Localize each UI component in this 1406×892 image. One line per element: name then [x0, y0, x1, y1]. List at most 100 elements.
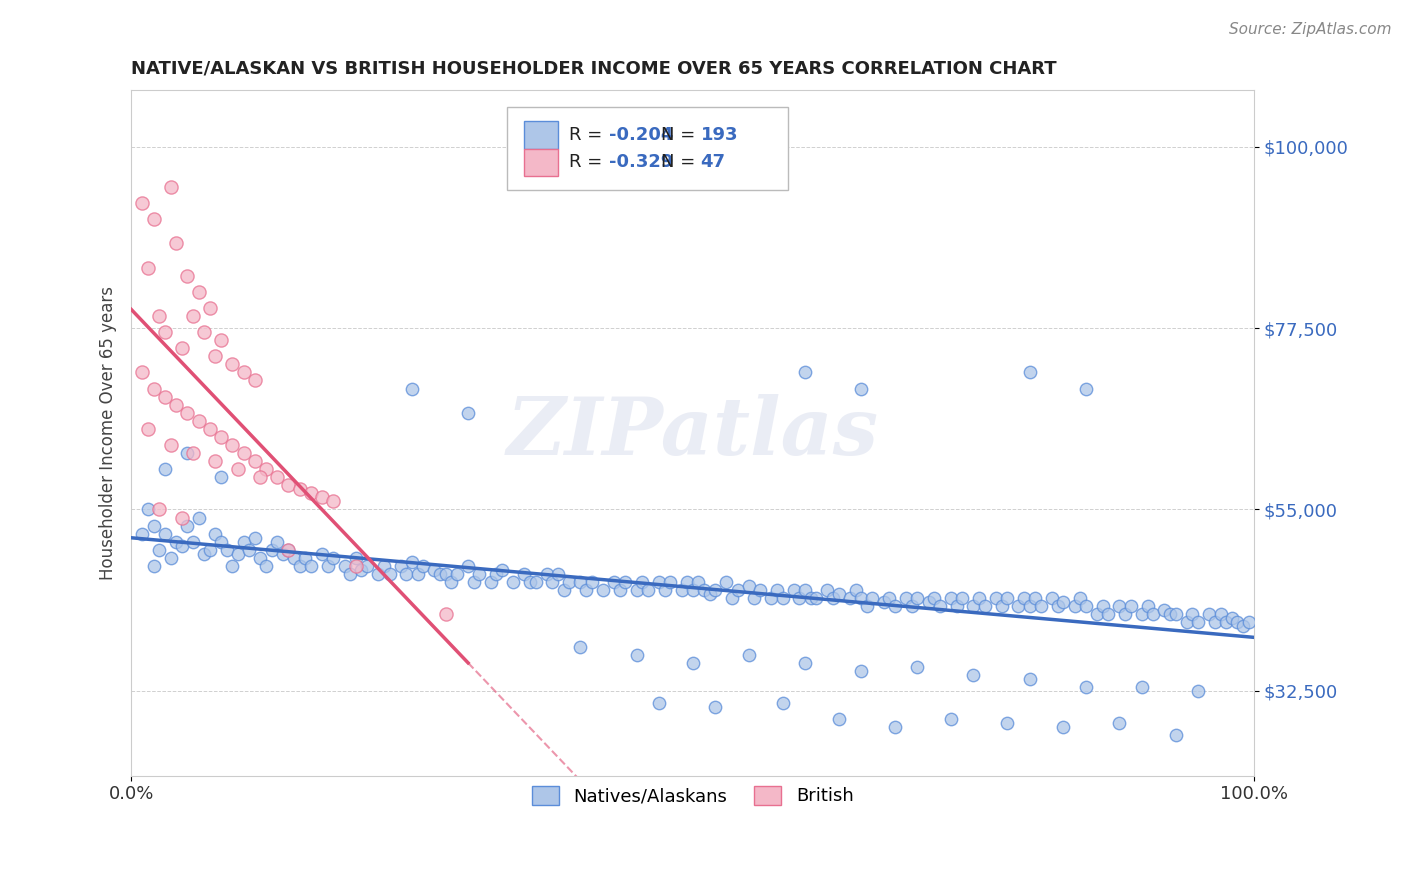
Point: [1232, 619, 1254, 633]
Point: [558, 574, 581, 589]
Point: [1018, 366, 1040, 380]
Text: -0.329: -0.329: [609, 153, 673, 171]
Point: [744, 591, 766, 606]
Point: [159, 180, 181, 194]
Point: [738, 579, 761, 593]
Point: [995, 591, 1018, 606]
Point: [299, 486, 322, 500]
Point: [1215, 615, 1237, 630]
Point: [1052, 595, 1074, 609]
Point: [671, 583, 693, 598]
Point: [682, 583, 704, 598]
Point: [1130, 607, 1153, 622]
Point: [491, 563, 513, 577]
Point: [350, 563, 373, 577]
Point: [1130, 680, 1153, 694]
Point: [676, 574, 699, 589]
Point: [704, 700, 727, 714]
Point: [648, 574, 671, 589]
Point: [373, 558, 395, 573]
Text: 193: 193: [700, 126, 738, 144]
Point: [187, 414, 209, 428]
Point: [153, 462, 176, 476]
Point: [299, 558, 322, 573]
Point: [794, 366, 817, 380]
Point: [1136, 599, 1159, 614]
Point: [626, 648, 648, 662]
Point: [1074, 382, 1097, 396]
Point: [513, 566, 536, 581]
Point: [339, 566, 361, 581]
Point: [356, 558, 378, 573]
Point: [131, 526, 153, 541]
Point: [221, 558, 243, 573]
Point: [204, 349, 226, 363]
Point: [581, 574, 603, 589]
Point: [900, 599, 922, 614]
Point: [243, 454, 266, 468]
Point: [198, 542, 221, 557]
Point: [1007, 599, 1029, 614]
Point: [254, 558, 277, 573]
Point: [839, 591, 862, 606]
Point: [738, 648, 761, 662]
Point: [148, 542, 170, 557]
Point: [266, 470, 288, 484]
Point: [165, 398, 187, 412]
Point: [395, 566, 418, 581]
Text: Source: ZipAtlas.com: Source: ZipAtlas.com: [1229, 22, 1392, 37]
Point: [1069, 591, 1091, 606]
Point: [823, 591, 845, 606]
Point: [243, 374, 266, 388]
Point: [609, 583, 631, 598]
Point: [922, 591, 945, 606]
Point: [1012, 591, 1035, 606]
Point: [215, 542, 238, 557]
Point: [1164, 607, 1187, 622]
Point: [344, 558, 367, 573]
Point: [159, 438, 181, 452]
Point: [995, 716, 1018, 731]
Point: [446, 566, 468, 581]
Point: [406, 566, 429, 581]
FancyBboxPatch shape: [524, 148, 558, 176]
Point: [367, 566, 389, 581]
Point: [1187, 684, 1209, 698]
Point: [131, 196, 153, 211]
Point: [181, 309, 204, 323]
Point: [917, 595, 939, 609]
Point: [828, 587, 851, 601]
Point: [170, 510, 193, 524]
Point: [243, 531, 266, 545]
Point: [1209, 607, 1232, 622]
Point: [1029, 599, 1052, 614]
Point: [1204, 615, 1226, 630]
Point: [693, 583, 716, 598]
Point: [1159, 607, 1181, 622]
Point: [626, 583, 648, 598]
Point: [429, 566, 451, 581]
Point: [322, 550, 344, 565]
Point: [860, 591, 883, 606]
FancyBboxPatch shape: [508, 107, 789, 190]
Point: [569, 640, 592, 654]
Point: [389, 558, 412, 573]
Point: [434, 566, 457, 581]
Point: [412, 558, 434, 573]
Point: [783, 583, 806, 598]
Point: [311, 547, 333, 561]
Point: [277, 542, 299, 557]
Point: [198, 422, 221, 436]
Point: [463, 574, 485, 589]
Point: [283, 550, 305, 565]
Point: [502, 574, 524, 589]
Point: [603, 574, 626, 589]
Point: [939, 591, 962, 606]
Point: [181, 446, 204, 460]
Point: [434, 607, 457, 622]
Point: [682, 656, 704, 670]
Point: [1119, 599, 1142, 614]
Point: [541, 574, 564, 589]
Point: [806, 591, 828, 606]
Point: [401, 555, 423, 569]
